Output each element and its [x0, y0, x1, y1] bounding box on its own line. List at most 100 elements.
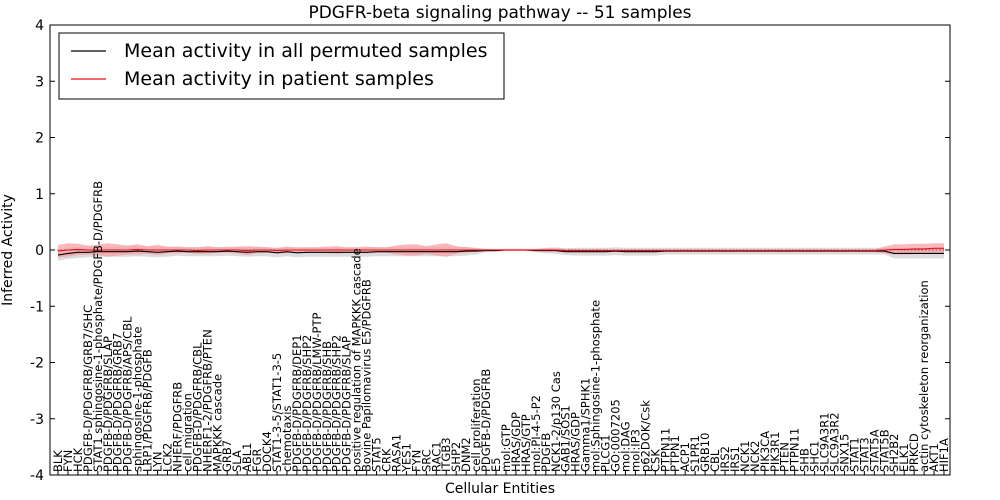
entity-label: SLA — [230, 450, 244, 472]
legend-label-permuted: Mean activity in all permuted samples — [124, 40, 487, 62]
entity-label: mol:PI-4-5-P2 — [529, 395, 543, 472]
entity-label: PTEN — [778, 442, 792, 472]
entity-label: Gamma1/SPHK1 — [579, 378, 593, 472]
entity-label: PDGFB-D/PDGFRB/LMW-PTP — [310, 313, 324, 472]
entity-label: AKT1 — [927, 443, 941, 472]
entity-label: PDGFB-D/PDGFRB/DEP1 — [290, 334, 304, 472]
entity-label: PRKCD — [907, 433, 921, 472]
entity-label: cell proliferation — [469, 378, 483, 472]
entity-label: MAPKKK cascade — [210, 374, 224, 472]
legend-label-patient: Mean activity in patient samples — [124, 68, 434, 90]
entity-label: GAB1/SOS1 — [559, 405, 573, 472]
entity-label: GRB7 — [220, 440, 234, 472]
legend: Mean activity in all permuted samples Me… — [58, 32, 505, 100]
entity-label: NCK1 — [738, 441, 752, 473]
entity-label: BLK — [51, 450, 65, 472]
entity-label: SH2B2 — [887, 434, 901, 472]
y-tick-label: 3 — [35, 74, 44, 90]
entity-label: PDGFB-D/PDGFRB/SLAP — [101, 336, 115, 472]
entity-label: PTPN11 — [658, 428, 672, 472]
entity-label: NCK1-2/p130 Cas — [549, 371, 563, 472]
entity-label: LYN — [151, 451, 165, 472]
entity-label: mol:IP3 — [628, 429, 642, 472]
entity-label: mol:GTP — [499, 424, 513, 472]
entity-label: CRK — [380, 448, 394, 472]
entity-label: NHERF1-2/PDGFRB/PTEN — [200, 329, 214, 472]
series-line-patient — [57, 247, 944, 252]
entity-label: FYN — [409, 450, 423, 472]
entity-label: PDGFB-D/PDGFRB/SHB — [320, 341, 334, 472]
entity-label: PDGFB-D/PDGFRB/SHP2 — [300, 335, 314, 472]
entity-label: GRB10 — [698, 433, 712, 472]
y-tick-label: -3 — [30, 412, 44, 428]
entity-label: PDGFB-D/PDGFRB/GRB7 — [111, 333, 125, 472]
entity-label: SLC9A3R2 — [828, 412, 842, 472]
y-tick-label: 1 — [35, 187, 44, 203]
entity-label: IRS1 — [728, 446, 742, 472]
entity-label: RAC1 — [429, 441, 443, 472]
entity-label: E5 — [489, 457, 503, 472]
entity-label: DNM2 — [459, 437, 473, 472]
entity-label: PDGFB-D/PDGFRB/SHP2 — [330, 335, 344, 472]
entity-label: PDGFB-D/PDGFRB/CBL — [190, 342, 204, 472]
entity-label: NHERF/PDGFRB — [171, 382, 185, 472]
entity-label: PTPN1 — [668, 435, 682, 472]
entity-label: GO:0007205 — [609, 399, 623, 472]
entity-label: ACP1 — [678, 442, 692, 472]
entity-label: HRAS/GDP — [569, 412, 583, 472]
entity-label: STAT1 — [847, 437, 861, 472]
entity-label: CSK — [648, 449, 662, 472]
entity-label: PLCG1 — [599, 434, 613, 472]
chart-title: PDGFR-beta signaling pathway -- 51 sampl… — [308, 3, 691, 23]
entity-label: SRC — [419, 449, 433, 472]
entity-label: HRAS/GDP — [509, 412, 523, 472]
entity-label: STAT1-3-5/STAT1-3-5 — [270, 353, 284, 472]
entity-label: SHP2 — [449, 442, 463, 472]
entity-label: actin cytoskeleton reorganization — [917, 280, 931, 472]
entity-label: CBL — [708, 449, 722, 472]
entity-label: FGR — [250, 448, 264, 472]
entity-label: DOCK4 — [260, 431, 274, 472]
entity-label: NCK2 — [748, 441, 762, 473]
y-tick-label: 2 — [35, 131, 44, 147]
entity-label: PIK3R1 — [768, 432, 782, 473]
entity-label: PTPN11 — [788, 428, 802, 472]
entity-label: RASA1 — [390, 434, 404, 472]
entity-label: SHB — [798, 448, 812, 472]
entity-label: positive regulation of MAPKKK cascade — [350, 248, 364, 472]
entity-label: STAT5A — [867, 429, 881, 472]
entity-label: mol:Sphingosine-1-phosphate — [589, 300, 603, 472]
entity-label: STAT1 sphingosine-1-phosphate/PDGFB-D/PD… — [91, 181, 105, 472]
entity-label: FYN — [61, 450, 75, 472]
y-tick-label: 4 — [35, 18, 44, 34]
entity-label: chemotaxis — [280, 406, 294, 472]
entity-label: Bovine Papilomavirus E5/PDGFRB — [360, 279, 374, 472]
entity-label: HCK — [71, 447, 85, 472]
entity-label: PDGFB-D/PDGFRB — [479, 369, 493, 472]
entity-label: STAT5B — [877, 429, 891, 472]
y-axis-label: Inferred Activity — [0, 194, 16, 306]
entity-label: ABL1 — [240, 443, 254, 472]
y-tick-label: 0 — [35, 243, 44, 259]
y-tick-label: -2 — [30, 356, 44, 372]
entity-label: YES1 — [399, 443, 413, 473]
entity-label: PDGFB-D/PDGFRB/SLAP — [340, 336, 354, 472]
entity-label: PDGFB — [539, 433, 553, 472]
entity-label: LRP1/PDGFRB/PDGFB — [141, 349, 155, 472]
entity-label: SNX15 — [837, 434, 851, 472]
entity-label: STAT3 — [857, 437, 871, 472]
entity-label: SLC9A3R1 — [818, 412, 832, 472]
x-axis-label: Cellular Entities — [445, 481, 555, 497]
entity-label: LCK2 — [161, 443, 175, 472]
entity-label: cell migration — [180, 393, 194, 472]
plot-frame — [49, 24, 951, 476]
entity-label: HIF1A — [937, 438, 951, 472]
entity-label: PDGFB-D/PDGFRB/GRB7/SHC — [81, 305, 95, 472]
entity-label: IRS2 — [718, 446, 732, 472]
entity-label: SHC1 — [808, 441, 822, 472]
entity-label: STAT5 — [370, 437, 384, 472]
entity-label: ITGB3 — [439, 437, 453, 472]
entity-label: p62DOK/Csk — [638, 400, 652, 472]
entity-label: sphingosine-1-phosphate — [131, 327, 145, 472]
